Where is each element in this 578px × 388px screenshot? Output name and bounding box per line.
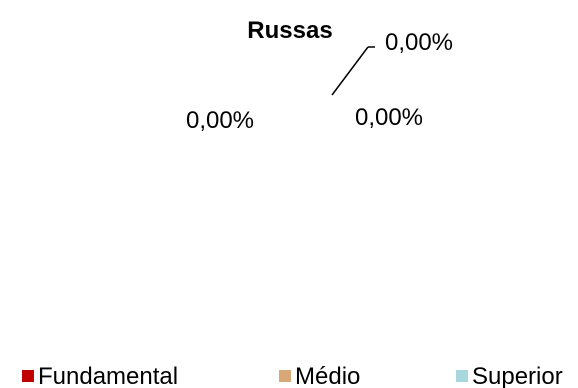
data-label-fundamental: 0,00% [186, 107, 254, 134]
legend: Fundamental Médio Superior [22, 363, 563, 388]
legend-swatch-1 [279, 370, 291, 382]
label-leader-line [331, 46, 369, 96]
data-label-medio: 0,00% [355, 104, 423, 131]
legend-label-1: Médio [295, 363, 360, 388]
legend-swatch-2 [456, 370, 468, 382]
legend-swatch-0 [22, 370, 34, 382]
chart-title: Russas [247, 17, 332, 44]
legend-label-2: Superior [472, 363, 563, 388]
data-label-superior: 0,00% [385, 29, 453, 56]
legend-label-0: Fundamental [38, 363, 178, 388]
